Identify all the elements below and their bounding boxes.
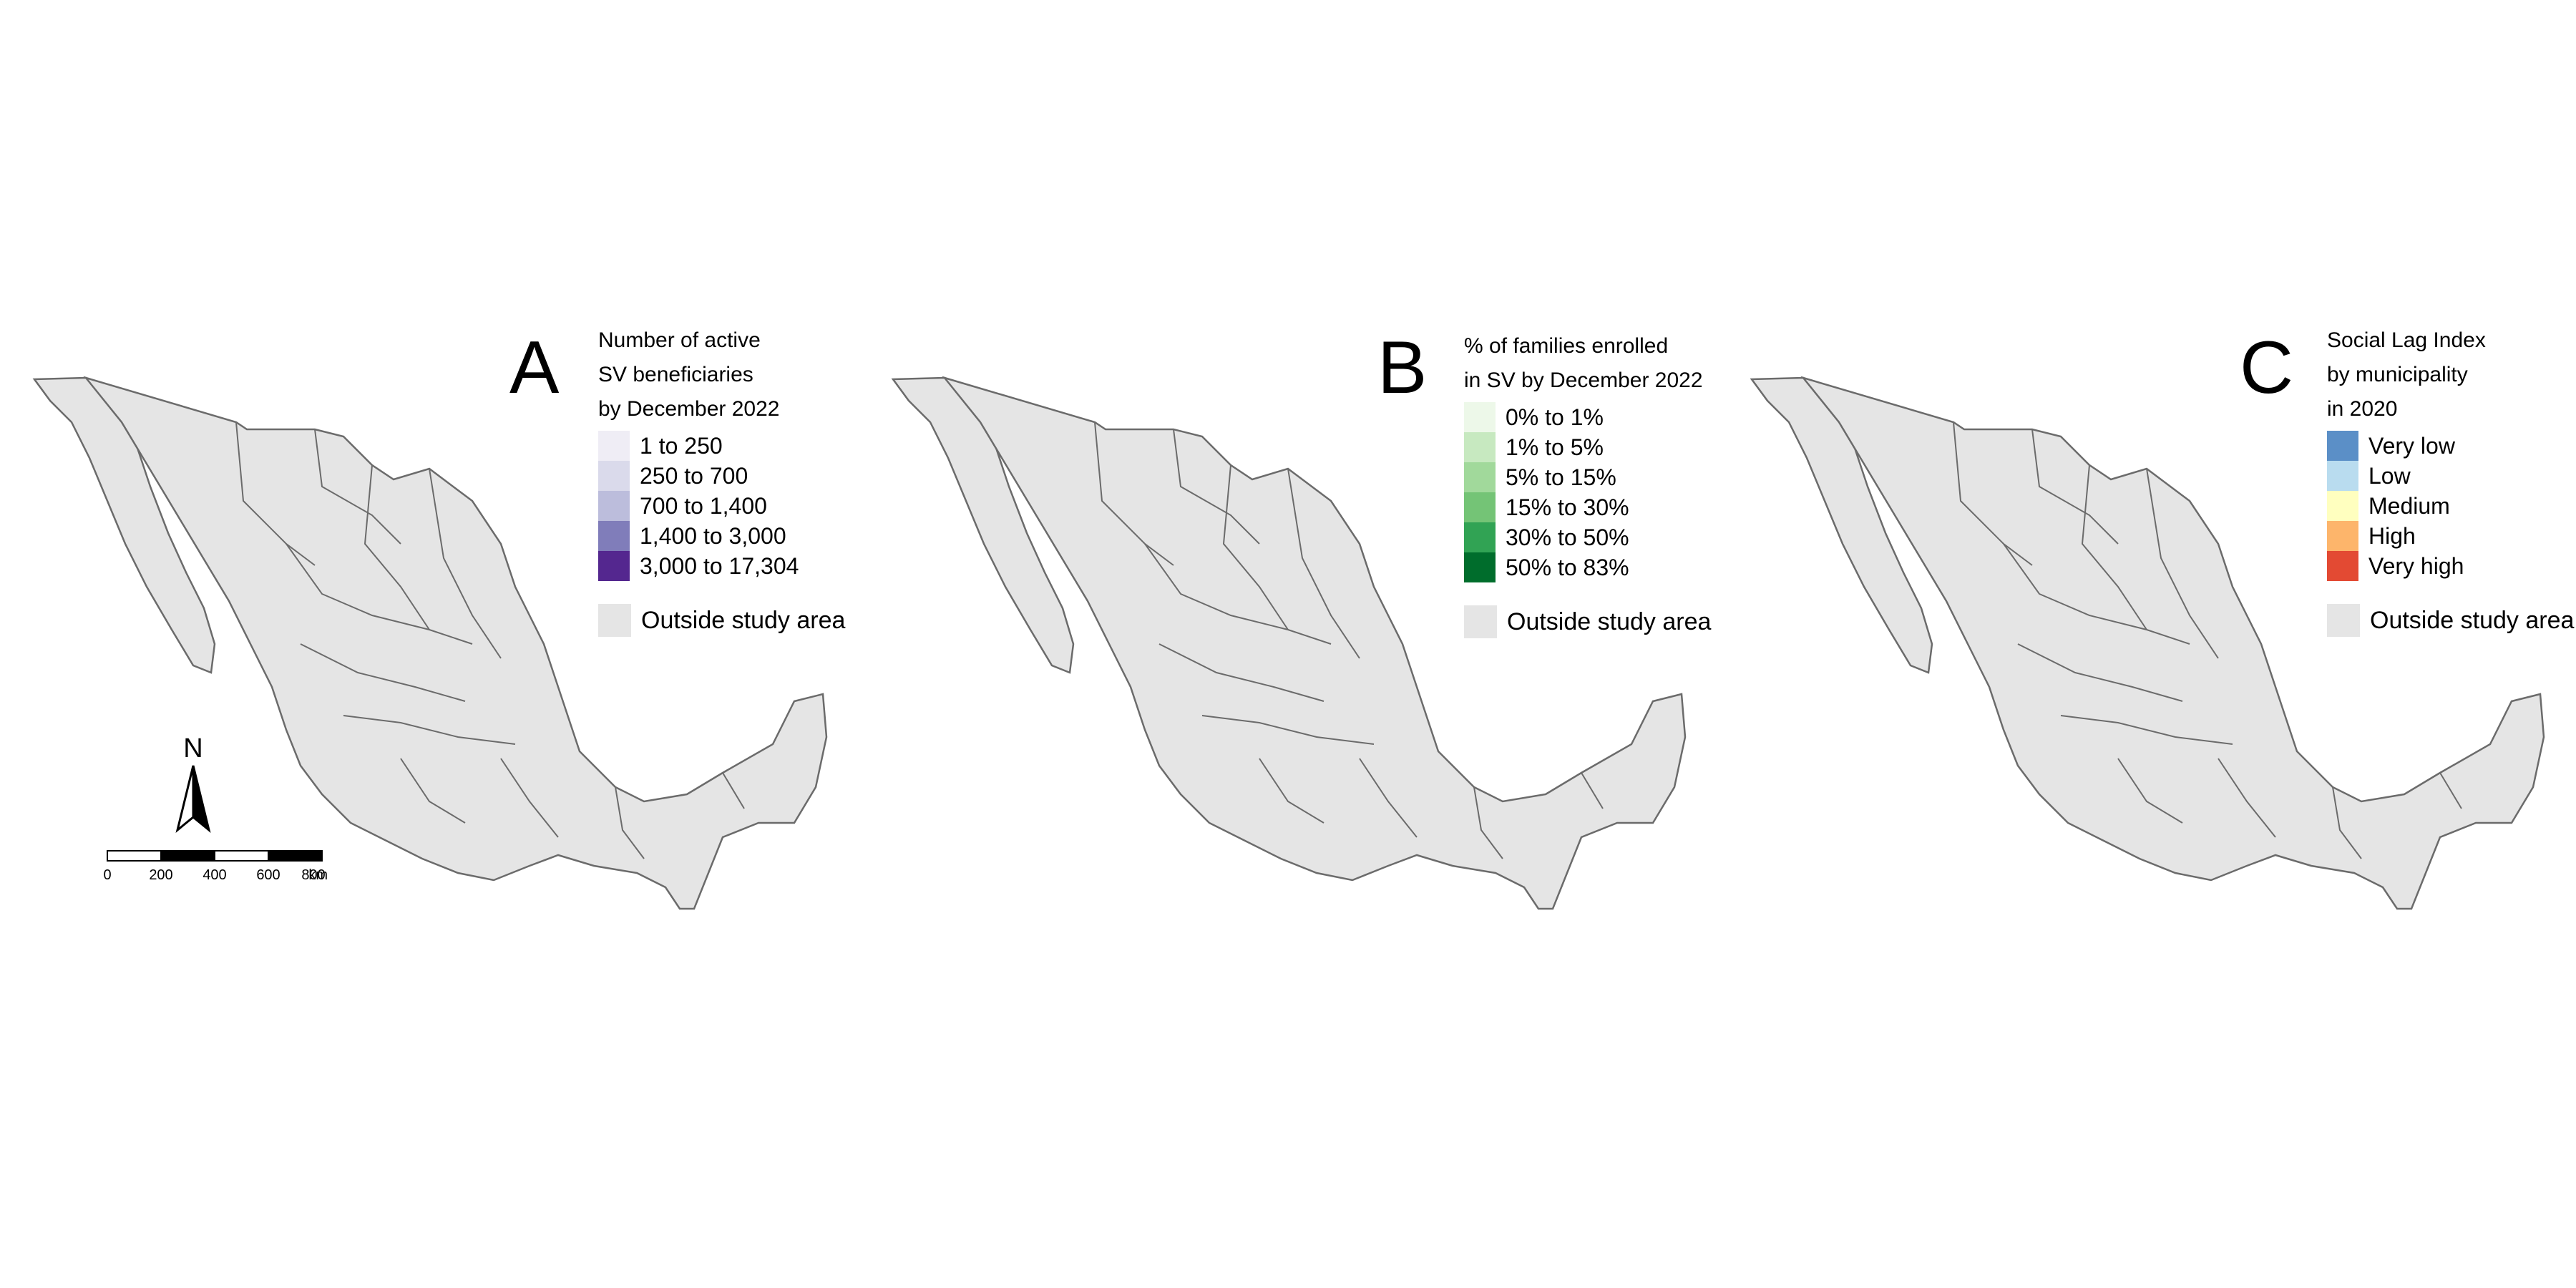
scale-tick-label: 400: [203, 867, 226, 883]
legend-swatch: [1464, 522, 1496, 552]
legend-label: 15% to 30%: [1506, 494, 1629, 520]
panel-letter-a: A: [509, 326, 560, 409]
legend-c: Social Lag Index by municipality in 2020…: [2327, 323, 2575, 637]
legend-title-c: Social Lag Index by municipality in 2020: [2327, 323, 2574, 426]
legend-title-line: by municipality: [2327, 363, 2468, 386]
legend-title-line: % of families enrolled: [1464, 334, 1669, 358]
legend-label: 1% to 5%: [1506, 434, 1604, 460]
legend-swatch: [1464, 492, 1496, 522]
map-panel-b: B % of families enrolled in SV by Decemb…: [859, 0, 1717, 1288]
legend-label: Outside study area: [641, 606, 846, 634]
legend-title-a: Number of active SV beneficiaries by Dec…: [598, 323, 845, 426]
legend-items-c: Very low Low Medium High Very high: [2327, 431, 2574, 581]
mexico-map-a: [33, 376, 828, 910]
legend-swatch: [2327, 431, 2358, 461]
legend-label: 1 to 250: [640, 432, 723, 459]
legend-swatch: [2327, 491, 2358, 521]
legend-title-line: in 2020: [2327, 397, 2398, 421]
legend-label: Low: [2368, 462, 2411, 489]
legend-label: 3,000 to 17,304: [640, 552, 799, 579]
legend-swatch: [1464, 432, 1496, 462]
legend-item: 5% to 15%: [1464, 462, 1711, 492]
legend-swatch-outside: [598, 604, 631, 637]
north-label: N: [183, 733, 203, 763]
legend-item: 1% to 5%: [1464, 432, 1711, 462]
scale-tick-label: 600: [256, 867, 280, 883]
legend-swatch: [2327, 521, 2358, 551]
legend-outside-c: Outside study area: [2327, 604, 2575, 637]
legend-item: Very low: [2327, 431, 2574, 461]
legend-label: 250 to 700: [640, 462, 748, 489]
map-panel-c: C Social Lag Index by municipality in 20…: [1717, 0, 2576, 1288]
legend-label: 30% to 50%: [1506, 524, 1629, 550]
legend-swatch: [598, 461, 630, 491]
legend-label: 50% to 83%: [1506, 554, 1629, 580]
legend-label: Very low: [2368, 432, 2455, 459]
legend-item: 30% to 50%: [1464, 522, 1711, 552]
legend-items-a: 1 to 250 250 to 700 700 to 1,400 1,400 t…: [598, 431, 845, 581]
legend-swatch: [2327, 461, 2358, 491]
panel-letter-c: C: [2240, 326, 2294, 409]
legend-item: 250 to 700: [598, 461, 845, 491]
legend-item: Low: [2327, 461, 2574, 491]
legend-label: Medium: [2368, 492, 2450, 519]
mexico-map-c: [1750, 376, 2545, 910]
legend-label: 0% to 1%: [1506, 404, 1604, 430]
legend-title-line: SV beneficiaries: [598, 363, 753, 386]
legend-b: % of families enrolled in SV by December…: [1464, 329, 1712, 638]
legend-item: Medium: [2327, 491, 2574, 521]
legend-item: 15% to 30%: [1464, 492, 1711, 522]
legend-items-b: 0% to 1% 1% to 5% 5% to 15% 15% to 30% 3…: [1464, 402, 1711, 582]
scale-tick-label: 0: [103, 867, 111, 883]
panel-letter-b: B: [1377, 326, 1428, 409]
legend-item: 1 to 250: [598, 431, 845, 461]
legend-swatch: [598, 551, 630, 581]
legend-outside-a: Outside study area: [598, 604, 846, 637]
legend-swatch: [1464, 552, 1496, 582]
legend-item: 50% to 83%: [1464, 552, 1711, 582]
legend-title-line: in SV by December 2022: [1464, 369, 1703, 392]
legend-title-line: by December 2022: [598, 397, 780, 421]
legend-item: High: [2327, 521, 2574, 551]
legend-label: High: [2368, 522, 2416, 549]
legend-title-line: Number of active: [598, 328, 761, 352]
legend-swatch: [1464, 462, 1496, 492]
scale-unit: km: [308, 867, 328, 883]
legend-swatch-outside: [2327, 604, 2360, 637]
legend-item: 3,000 to 17,304: [598, 551, 845, 581]
legend-swatch: [598, 491, 630, 521]
legend-label: 1,400 to 3,000: [640, 522, 786, 549]
legend-item: 0% to 1%: [1464, 402, 1711, 432]
legend-label: Very high: [2368, 552, 2464, 579]
mexico-map-b: [892, 376, 1687, 910]
legend-swatch: [2327, 551, 2358, 581]
legend-label: Outside study area: [1507, 608, 1712, 635]
legend-swatch-outside: [1464, 605, 1497, 638]
legend-title-line: Social Lag Index: [2327, 328, 2486, 352]
legend-a: Number of active SV beneficiaries by Dec…: [598, 323, 846, 637]
legend-item: 1,400 to 3,000: [598, 521, 845, 551]
scale-tick-label: 200: [149, 867, 172, 883]
north-arrow-icon: N: [175, 733, 211, 834]
legend-label: Outside study area: [2370, 606, 2575, 634]
legend-swatch: [598, 521, 630, 551]
map-panel-a: A Number of active SV beneficiaries by D…: [0, 0, 859, 1288]
legend-swatch: [598, 431, 630, 461]
legend-label: 700 to 1,400: [640, 492, 767, 519]
legend-item: Very high: [2327, 551, 2574, 581]
scale-tick-label: 800: [301, 867, 325, 883]
legend-label: 5% to 15%: [1506, 464, 1616, 490]
legend-title-b: % of families enrolled in SV by December…: [1464, 329, 1711, 398]
scale-bar: 0 200 400 600 800 km: [103, 850, 328, 883]
legend-outside-b: Outside study area: [1464, 605, 1712, 638]
legend-item: 700 to 1,400: [598, 491, 845, 521]
legend-swatch: [1464, 402, 1496, 432]
